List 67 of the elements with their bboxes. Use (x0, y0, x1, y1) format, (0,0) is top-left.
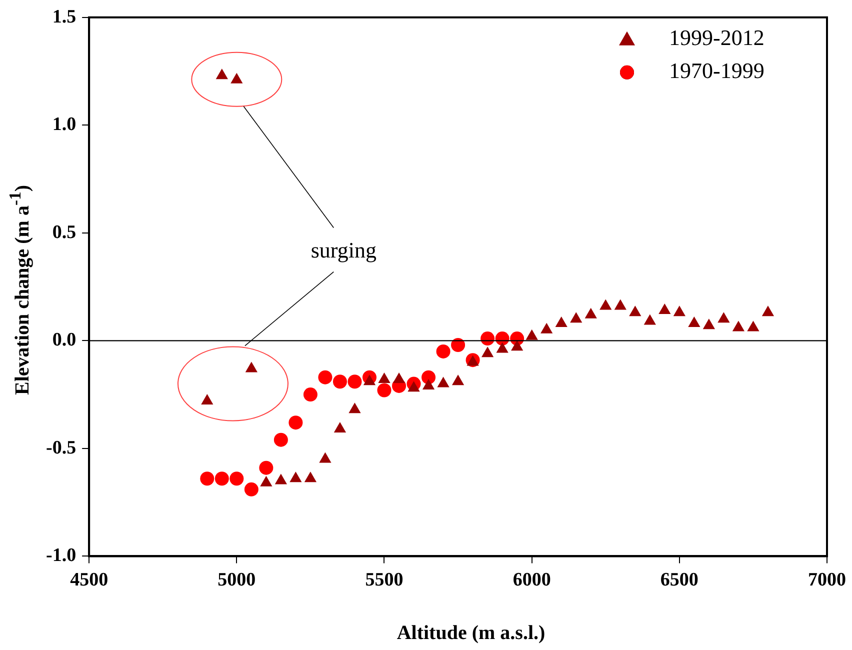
point (304, 472, 317, 482)
point (614, 299, 626, 310)
y-tick-label: -1.0 (46, 545, 76, 566)
point (570, 312, 582, 323)
point (584, 308, 597, 318)
point (303, 388, 318, 402)
point (555, 316, 568, 327)
point (274, 432, 288, 447)
point (718, 312, 730, 323)
point (230, 472, 244, 486)
point (245, 362, 258, 372)
point (230, 72, 243, 84)
point (334, 422, 346, 433)
point (673, 306, 686, 316)
y-tick-label: 0.0 (52, 330, 76, 351)
y-tick-label: 1.0 (52, 114, 76, 136)
point (496, 342, 508, 353)
point (377, 383, 392, 398)
point (658, 304, 671, 314)
point (452, 374, 464, 386)
point (747, 320, 760, 332)
point (348, 402, 361, 414)
point (436, 344, 450, 358)
point (200, 472, 214, 486)
legend-label: 1970-1999 (669, 58, 764, 84)
point (702, 318, 715, 330)
point (319, 452, 332, 463)
legend-label: 1999-2012 (669, 25, 764, 50)
y-tick-label: -0.5 (46, 437, 76, 458)
x-tick-label: 6000 (512, 570, 551, 591)
point (437, 376, 450, 388)
point (408, 381, 420, 392)
point (600, 299, 612, 310)
point (348, 374, 362, 389)
x-tick-label: 6500 (660, 570, 698, 591)
point (259, 460, 274, 475)
x-tick-label: 4500 (70, 570, 108, 591)
annotation: surging (310, 238, 376, 263)
point (481, 346, 494, 358)
point (216, 68, 228, 80)
point (422, 378, 435, 390)
point (392, 372, 406, 383)
point (274, 474, 287, 484)
point (332, 374, 347, 389)
point (290, 472, 302, 482)
point (318, 370, 332, 384)
point (244, 482, 258, 496)
y-tick-label: 1.5 (52, 6, 76, 28)
y-tick-label: 0.5 (52, 222, 76, 243)
point (260, 476, 272, 486)
point (511, 340, 524, 351)
point (378, 372, 390, 383)
point (288, 416, 303, 430)
point (762, 306, 774, 316)
x-axis-title: Altitude (m a.s.l.) (396, 622, 546, 645)
x-tick-label: 5000 (218, 570, 256, 591)
point (732, 320, 745, 332)
x-tick-label: 5500 (365, 570, 404, 591)
point (644, 314, 656, 325)
point (214, 472, 229, 486)
point (363, 374, 376, 386)
point (688, 316, 700, 327)
point (526, 329, 538, 340)
point (201, 394, 214, 405)
x-tick-label: 7000 (808, 570, 846, 591)
point (540, 322, 553, 334)
point (629, 306, 642, 316)
